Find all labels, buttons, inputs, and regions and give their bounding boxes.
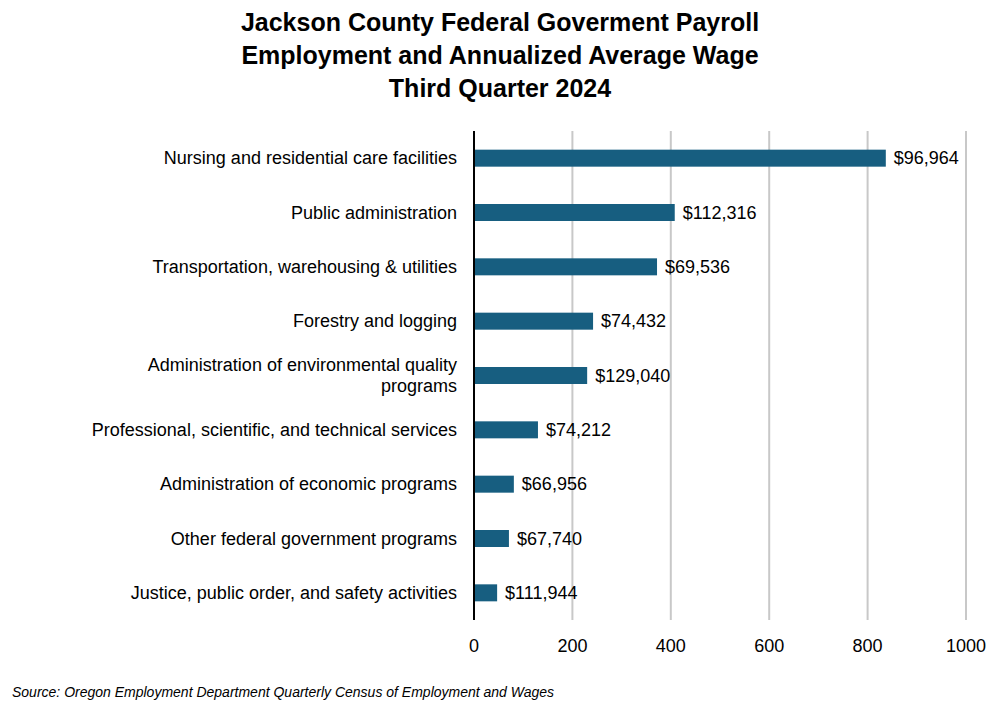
tick-label: 200 <box>557 636 587 656</box>
wage-label: $74,432 <box>601 311 666 331</box>
bar <box>474 204 675 221</box>
wage-label: $67,740 <box>517 529 582 549</box>
tick-label: 1000 <box>946 636 986 656</box>
category-label: Justice, public order, and safety activi… <box>131 583 457 603</box>
category-label: Forestry and logging <box>293 311 457 331</box>
category-label-line: Administration of economic programs <box>160 474 457 494</box>
bar <box>474 584 497 601</box>
category-label-line: Professional, scientific, and technical … <box>92 420 457 440</box>
category-label: Transportation, warehousing & utilities <box>153 257 458 277</box>
wage-label: $96,964 <box>894 148 959 168</box>
category-label: Professional, scientific, and technical … <box>92 420 457 440</box>
category-label-line: Public administration <box>291 203 457 223</box>
category-label-line: Justice, public order, and safety activi… <box>131 583 457 603</box>
category-label-line: Administration of environmental quality <box>148 355 457 375</box>
bar <box>474 258 657 275</box>
tick-label: 400 <box>656 636 686 656</box>
wage-label: $66,956 <box>522 474 587 494</box>
chart: Jackson County Federal Goverment Payroll… <box>0 0 1000 724</box>
category-label-line: Forestry and logging <box>293 311 457 331</box>
wage-label: $129,040 <box>595 366 670 386</box>
bars <box>474 150 886 602</box>
category-label: Other federal government programs <box>171 529 457 549</box>
bar <box>474 476 514 493</box>
grid-line <box>867 131 869 620</box>
wage-label: $112,316 <box>683 203 757 223</box>
bar <box>474 150 886 167</box>
tick-label: 800 <box>853 636 883 656</box>
category-label: Public administration <box>291 203 457 223</box>
category-label-line: Other federal government programs <box>171 529 457 549</box>
bar <box>474 367 587 384</box>
category-label-line: programs <box>381 376 457 396</box>
tick-label: 0 <box>469 636 479 656</box>
wage-label: $74,212 <box>546 420 611 440</box>
title: Third Quarter 2024 <box>389 74 611 102</box>
bar <box>474 313 593 330</box>
category-label: Administration of environmental qualityp… <box>148 355 457 396</box>
category-label: Administration of economic programs <box>160 474 457 494</box>
category-label-line: Transportation, warehousing & utilities <box>153 257 458 277</box>
axis-line <box>473 131 475 620</box>
wage-label: $111,944 <box>505 583 577 603</box>
tick-label: 600 <box>754 636 784 656</box>
grid-line <box>768 131 770 620</box>
title: Jackson County Federal Goverment Payroll <box>241 8 759 36</box>
title: Employment and Annualized Average Wage <box>241 41 758 69</box>
category-label-line: Nursing and residential care facilities <box>164 148 457 168</box>
category-label: Nursing and residential care facilities <box>164 148 457 168</box>
bar <box>474 530 509 547</box>
wage-label: $69,536 <box>665 257 730 277</box>
grid-line <box>965 131 967 620</box>
bar <box>474 421 538 438</box>
source: Source: Oregon Employment Department Qua… <box>12 684 554 700</box>
